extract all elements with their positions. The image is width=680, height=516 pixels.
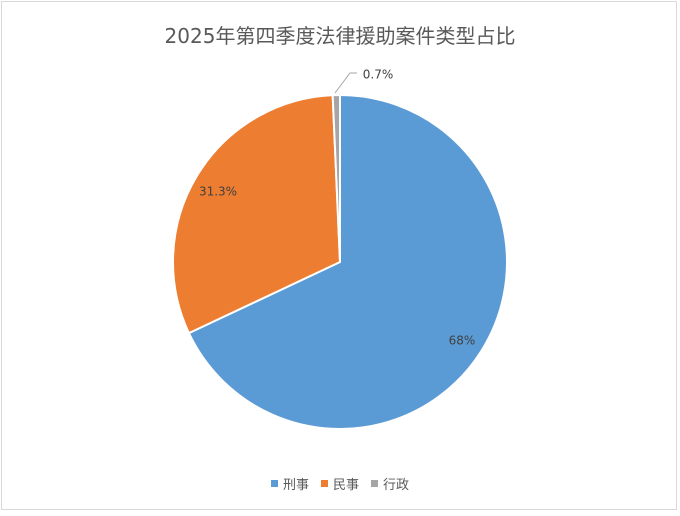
legend-label: 刑事 [282, 478, 309, 493]
legend-item-1: 刑事 [270, 474, 309, 493]
legend-item-2: 民事 [320, 474, 359, 493]
leader-line [334, 72, 357, 94]
legend-swatch [320, 480, 328, 487]
data-label-1: 68% [449, 334, 476, 348]
pie-slice-2 [172, 94, 342, 335]
data-label-2: 31.3% [199, 185, 237, 199]
data-label-3: 0.7% [363, 68, 394, 82]
legend-label: 行政 [383, 478, 410, 493]
legend-swatch [270, 480, 278, 487]
pie-slice-1 [187, 93, 508, 430]
chart-title: 2025年第四季度法律援助案件类型占比 [164, 24, 516, 48]
pie-slice-3 [331, 93, 341, 263]
legend-label: 民事 [332, 478, 359, 493]
legend-swatch [371, 480, 378, 487]
legend-item-3: 行政 [371, 474, 409, 493]
legend: 刑事 民事 行政 [0, 474, 680, 493]
